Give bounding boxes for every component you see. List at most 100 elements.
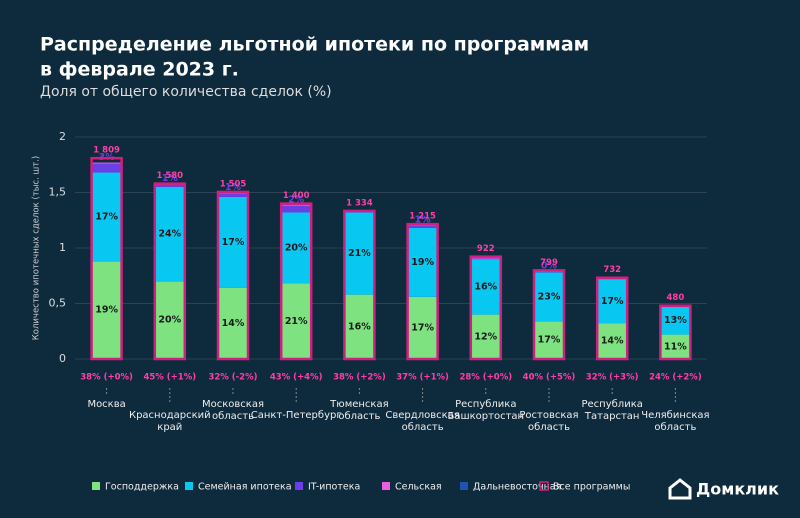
legend-label: Сельская xyxy=(395,482,442,493)
segment-label: 19% xyxy=(411,257,434,268)
share-change-label: 45% (+1%) xyxy=(143,373,196,383)
bar-segment xyxy=(154,281,185,359)
bar-segment xyxy=(660,334,691,359)
bar-segment xyxy=(407,296,438,359)
total-label: 1 809 xyxy=(93,146,120,156)
segment-label: 17% xyxy=(95,211,118,222)
segment-label: 19% xyxy=(95,305,118,316)
x-tick-label: Тюменская область xyxy=(329,399,388,422)
total-outline xyxy=(469,255,503,361)
bar-segment xyxy=(660,306,691,335)
segment-label: 2% xyxy=(288,194,305,205)
bar-segment xyxy=(597,323,628,359)
total-label: 1 400 xyxy=(283,191,310,201)
legend-swatch xyxy=(185,482,193,490)
legend-swatch xyxy=(295,482,303,490)
bar-segment xyxy=(91,162,122,164)
segment-label: 11% xyxy=(664,341,687,352)
bar-segment xyxy=(281,212,312,284)
total-outline xyxy=(532,269,566,361)
y-axis-label: Количество ипотечных сделок (тыс. шт.) xyxy=(32,156,42,341)
segment-label: 17% xyxy=(411,322,434,333)
total-label: 1 215 xyxy=(409,212,436,222)
legend-label: Все программы xyxy=(553,482,630,493)
bar-segment xyxy=(218,196,248,288)
x-tick-label: Ростовская область xyxy=(519,410,578,433)
share-change-label: 40% (+5%) xyxy=(523,373,576,383)
segment-label: 21% xyxy=(285,316,308,327)
y-tick-label: 2 xyxy=(59,130,66,143)
bar-segment xyxy=(534,321,564,359)
total-label: 799 xyxy=(540,258,558,268)
bar-segment xyxy=(344,212,375,295)
x-tick-label: Республика Татарстан xyxy=(582,399,643,422)
segment-label: 17% xyxy=(538,335,561,346)
share-change-label: 28% (+0%) xyxy=(459,373,512,383)
segment-label: 17% xyxy=(222,237,245,248)
segment-label: 16% xyxy=(348,321,371,332)
legend-label: Дальневосточная xyxy=(473,482,561,493)
segment-label: 23% xyxy=(538,291,561,302)
total-outline xyxy=(153,182,187,361)
bar-segment xyxy=(470,258,501,260)
total-label: 732 xyxy=(603,265,621,275)
bar-segment xyxy=(281,204,312,206)
share-change-label: 38% (+2%) xyxy=(333,373,386,383)
legend-swatch xyxy=(92,482,100,490)
share-change-label: 38% (+0%) xyxy=(80,373,133,383)
total-outline xyxy=(216,190,250,361)
segment-label: 12% xyxy=(474,331,497,342)
share-change-label: 32% (-2%) xyxy=(208,373,257,383)
bar-segment xyxy=(91,163,122,173)
x-tick-label: Краснодарский край xyxy=(129,410,211,433)
total-label: 1 334 xyxy=(346,198,373,208)
legend-label: Семейная ипотека xyxy=(198,482,292,493)
segment-label: 1% xyxy=(415,214,432,225)
bar-segment xyxy=(470,314,501,359)
y-tick-label: 1,5 xyxy=(49,186,67,199)
total-label: 922 xyxy=(477,244,495,254)
segment-label: 17% xyxy=(601,296,624,307)
y-tick-label: 1 xyxy=(59,241,66,254)
total-label: 1 580 xyxy=(156,171,183,181)
subtitle: Доля от общего количества сделок (%) xyxy=(40,84,332,100)
total-outline xyxy=(659,304,692,361)
bar-segment xyxy=(344,211,375,213)
bar-segment xyxy=(281,205,312,213)
legend-swatch xyxy=(382,482,390,490)
logo-icon xyxy=(668,478,692,500)
logo: Домклик xyxy=(696,480,779,499)
bar-segment xyxy=(154,184,185,187)
chart-title: Распределение льготной ипотеки по програ… xyxy=(40,34,589,56)
segment-label: 14% xyxy=(601,336,624,347)
x-tick-label: Санкт-Петербург xyxy=(251,410,342,421)
x-tick-label: Москва xyxy=(87,399,125,410)
bar-segment xyxy=(281,283,312,359)
bar-segment xyxy=(91,172,122,262)
bar-segment xyxy=(534,271,564,273)
total-outline xyxy=(343,209,376,361)
bar-segment xyxy=(470,257,501,259)
segment-label: 1% xyxy=(225,182,242,193)
share-change-label: 32% (+3%) xyxy=(586,373,639,383)
bar-segment xyxy=(407,228,438,297)
legend-label: Господдержка xyxy=(105,482,179,493)
segment-label: 16% xyxy=(474,281,497,292)
y-tick-label: 0,5 xyxy=(49,297,67,310)
total-label: 480 xyxy=(667,293,685,303)
segment-label: 14% xyxy=(222,318,245,329)
segment-label: 20% xyxy=(285,243,308,254)
segment-label: 21% xyxy=(348,248,371,259)
bar-segment xyxy=(344,294,375,359)
share-change-label: 43% (+4%) xyxy=(270,373,323,383)
x-tick-label: Республика Башкортостан xyxy=(448,399,525,422)
total-outline xyxy=(90,156,123,361)
bar-segment xyxy=(218,287,248,359)
bar-segment xyxy=(218,193,248,197)
segment-label: 13% xyxy=(664,315,687,326)
x-tick-label: Московская область xyxy=(202,399,264,422)
bar-segment xyxy=(597,279,628,324)
x-tick-label: Свердловская область xyxy=(385,410,459,433)
share-change-label: 37% (+1%) xyxy=(396,373,449,383)
